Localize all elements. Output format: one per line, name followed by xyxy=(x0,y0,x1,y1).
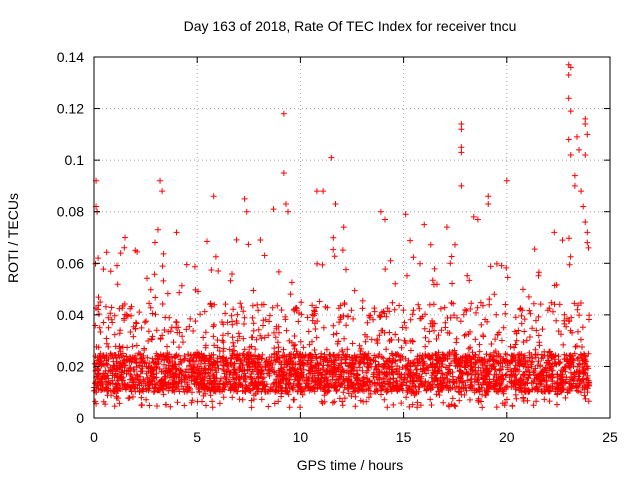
data-point xyxy=(458,144,465,151)
x-tick-label: 25 xyxy=(602,429,618,445)
data-point xyxy=(340,224,347,231)
data-point xyxy=(241,195,248,202)
data-point xyxy=(567,64,574,71)
data-point xyxy=(458,121,465,128)
data-point xyxy=(458,126,465,133)
y-tick-label: 0.14 xyxy=(57,49,84,65)
data-point xyxy=(582,121,589,128)
data-point xyxy=(559,237,566,244)
data-point xyxy=(154,226,161,233)
data-point xyxy=(332,200,339,207)
data-point xyxy=(578,188,585,195)
data-point xyxy=(582,219,589,226)
data-point xyxy=(571,172,578,179)
y-tick-label: 0.08 xyxy=(57,204,84,220)
data-point xyxy=(567,108,574,115)
data-point xyxy=(580,203,587,210)
data-point xyxy=(443,224,450,231)
data-point xyxy=(210,193,217,200)
data-point xyxy=(582,115,589,122)
plot-frame xyxy=(93,56,611,419)
data-point xyxy=(282,200,289,207)
data-point xyxy=(576,146,583,153)
x-axis-ticks: 0 5 10 15 20 25 xyxy=(90,57,618,445)
data-point xyxy=(565,95,572,102)
data-point xyxy=(285,208,292,215)
data-point xyxy=(157,177,164,184)
data-point xyxy=(328,154,335,161)
y-tick-label: 0 xyxy=(76,410,84,426)
data-point xyxy=(565,136,572,143)
data-point xyxy=(458,149,465,156)
data-point xyxy=(551,229,558,236)
y-tick-label: 0.06 xyxy=(57,255,84,271)
y-tick-label: 0.04 xyxy=(57,307,84,323)
x-tick-label: 10 xyxy=(293,429,309,445)
y-axis-label: ROTI / TECUs xyxy=(5,193,21,283)
data-point xyxy=(377,208,384,215)
data-point xyxy=(320,188,327,195)
x-tick-label: 20 xyxy=(499,429,515,445)
data-point xyxy=(382,216,389,223)
x-tick-label: 5 xyxy=(193,429,201,445)
data-point xyxy=(402,211,409,218)
data-point xyxy=(421,221,428,228)
data-point xyxy=(565,72,572,79)
data-point xyxy=(470,213,477,220)
data-point xyxy=(584,239,591,246)
data-point xyxy=(503,177,510,184)
data-point xyxy=(313,188,320,195)
roti-sample-cloud xyxy=(91,234,593,411)
data-point xyxy=(280,170,287,177)
data-point xyxy=(584,131,591,138)
y-tick-label: 0.02 xyxy=(57,358,84,374)
data-point xyxy=(571,182,578,189)
y-tick-label: 0.12 xyxy=(57,101,84,117)
data-point xyxy=(159,188,166,195)
y-tick-label: 0.1 xyxy=(65,152,85,168)
data-point xyxy=(485,193,492,200)
data-point xyxy=(270,206,277,213)
x-tick-label: 15 xyxy=(396,429,412,445)
data-points xyxy=(91,61,593,411)
data-point xyxy=(584,229,591,236)
x-tick-label: 0 xyxy=(90,429,98,445)
data-point xyxy=(243,208,250,215)
chart-title: Day 163 of 2018, Rate Of TEC Index for r… xyxy=(184,18,517,34)
data-point xyxy=(573,133,580,140)
data-point xyxy=(485,200,492,207)
data-point xyxy=(582,151,589,158)
data-point xyxy=(458,182,465,189)
data-point xyxy=(95,255,102,262)
data-point xyxy=(280,110,287,117)
data-point xyxy=(97,298,104,305)
data-point xyxy=(132,247,139,254)
data-point xyxy=(173,229,180,236)
data-point xyxy=(474,216,481,223)
x-axis-label: GPS time / hours xyxy=(297,457,404,473)
data-point xyxy=(567,151,574,158)
y-axis-ticks: 0 0.02 0.04 0.06 0.08 0.1 0.12 0.14 xyxy=(57,49,610,426)
